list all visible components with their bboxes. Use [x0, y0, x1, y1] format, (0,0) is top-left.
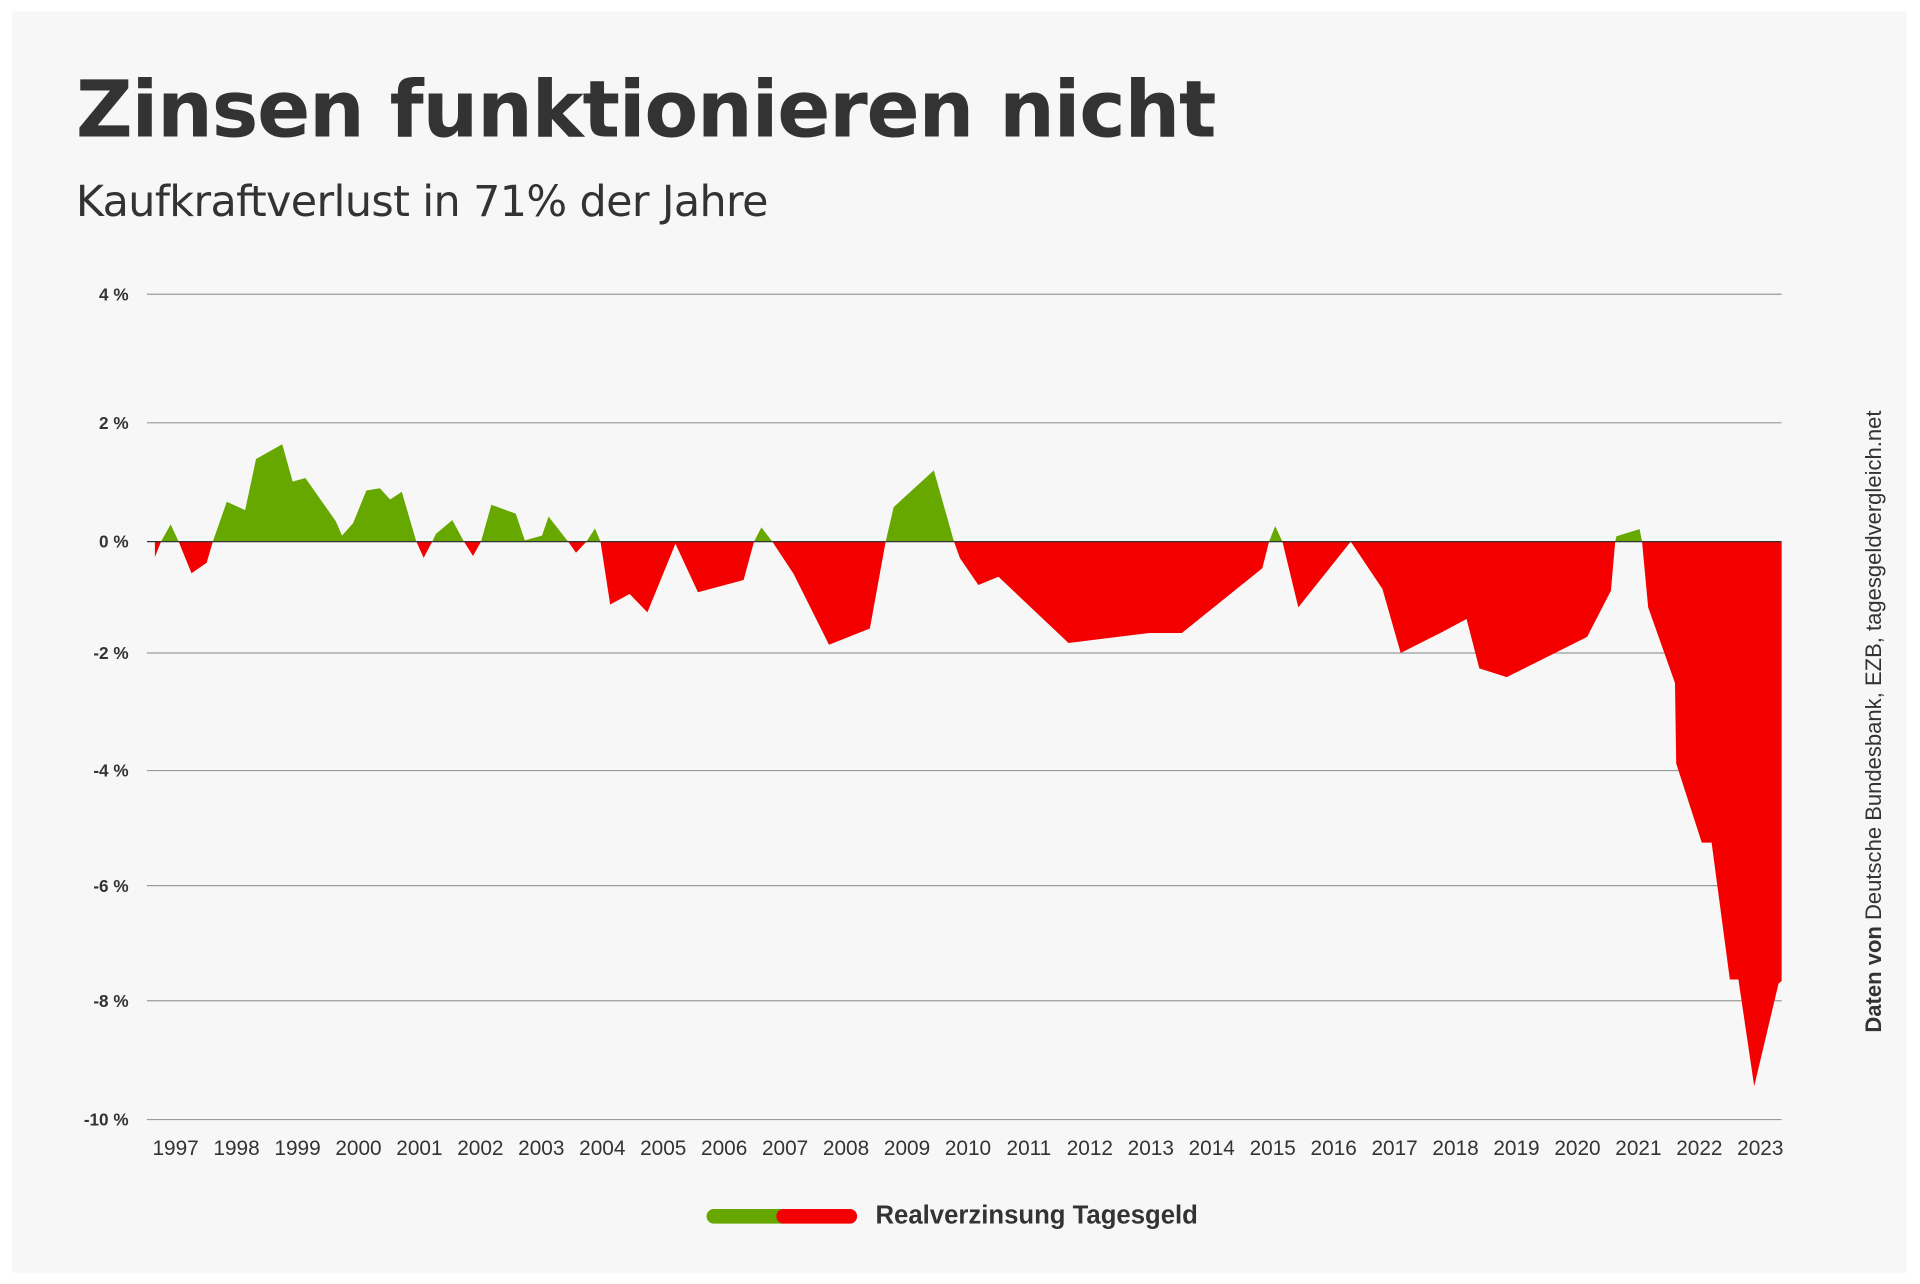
x-tick-label: 2004 — [579, 1137, 625, 1160]
x-tick-label: 2022 — [1676, 1137, 1722, 1160]
x-tick-label: 2018 — [1432, 1137, 1478, 1160]
x-tick-label: 2017 — [1371, 1137, 1417, 1160]
source-text: Deutsche Bundesbank, EZB, tagesgeldvergl… — [1861, 411, 1886, 927]
x-tick-label: 2002 — [457, 1137, 503, 1160]
y-tick-label: -10 % — [84, 1110, 129, 1130]
chart-title: Zinsen funktionieren nicht — [76, 64, 1215, 155]
y-tick-label: -6 % — [93, 876, 128, 896]
x-tick-label: 2011 — [1007, 1137, 1052, 1160]
area-positive — [154, 444, 1782, 542]
y-tick-label: -4 % — [93, 761, 128, 781]
x-tick-label: 2023 — [1737, 1137, 1783, 1160]
x-tick-label: 2016 — [1311, 1137, 1357, 1160]
y-tick-label: -2 % — [93, 643, 128, 663]
source-prefix: Daten von — [1861, 926, 1886, 1033]
chart-subtitle: Kaufkraftverlust in 71% der Jahre — [76, 177, 768, 227]
chart-background — [12, 11, 1907, 1273]
x-tick-label: 2000 — [335, 1137, 381, 1160]
y-tick-label: 2 % — [99, 413, 129, 433]
y-tick-label: 0 % — [99, 532, 129, 552]
x-axis: 1997 1998 1999 2000 2001 2002 2003 2004 2005 2006… — [152, 1137, 1783, 1160]
x-tick-label: 1997 — [152, 1137, 198, 1160]
x-tick-label: 2021 — [1615, 1137, 1661, 1160]
y-tick-label: 4 % — [99, 284, 129, 304]
x-tick-label: 2015 — [1250, 1137, 1296, 1160]
x-tick-label: 1998 — [213, 1137, 259, 1160]
x-tick-label: 1999 — [274, 1137, 320, 1160]
x-tick-label: 2007 — [762, 1137, 808, 1160]
x-tick-label: 2006 — [701, 1137, 747, 1160]
gridlines — [146, 293, 1782, 1121]
x-tick-label: 2008 — [823, 1137, 869, 1160]
x-tick-label: 2019 — [1493, 1137, 1539, 1160]
y-tick-label: -8 % — [93, 991, 128, 1011]
x-tick-label: 2010 — [945, 1137, 991, 1160]
x-tick-label: 2013 — [1128, 1137, 1174, 1160]
x-tick-label: 2005 — [640, 1137, 686, 1160]
legend: Realverzinsung Tagesgeld — [706, 1202, 1198, 1230]
x-tick-label: 2014 — [1189, 1137, 1235, 1160]
x-tick-label: 2020 — [1554, 1137, 1600, 1160]
legend-label: Realverzinsung Tagesgeld — [876, 1202, 1198, 1230]
x-tick-label: 2003 — [518, 1137, 564, 1160]
source-note: Daten von Deutsche Bundesbank, EZB, tage… — [1861, 411, 1886, 1033]
x-tick-label: 2012 — [1067, 1137, 1113, 1160]
x-tick-label: 2001 — [396, 1137, 442, 1160]
y-axis: 4 % 2 % 0 % -2 % -4 % -6 % -8 % -10 % — [84, 284, 129, 1129]
x-tick-label: 2009 — [884, 1137, 930, 1160]
